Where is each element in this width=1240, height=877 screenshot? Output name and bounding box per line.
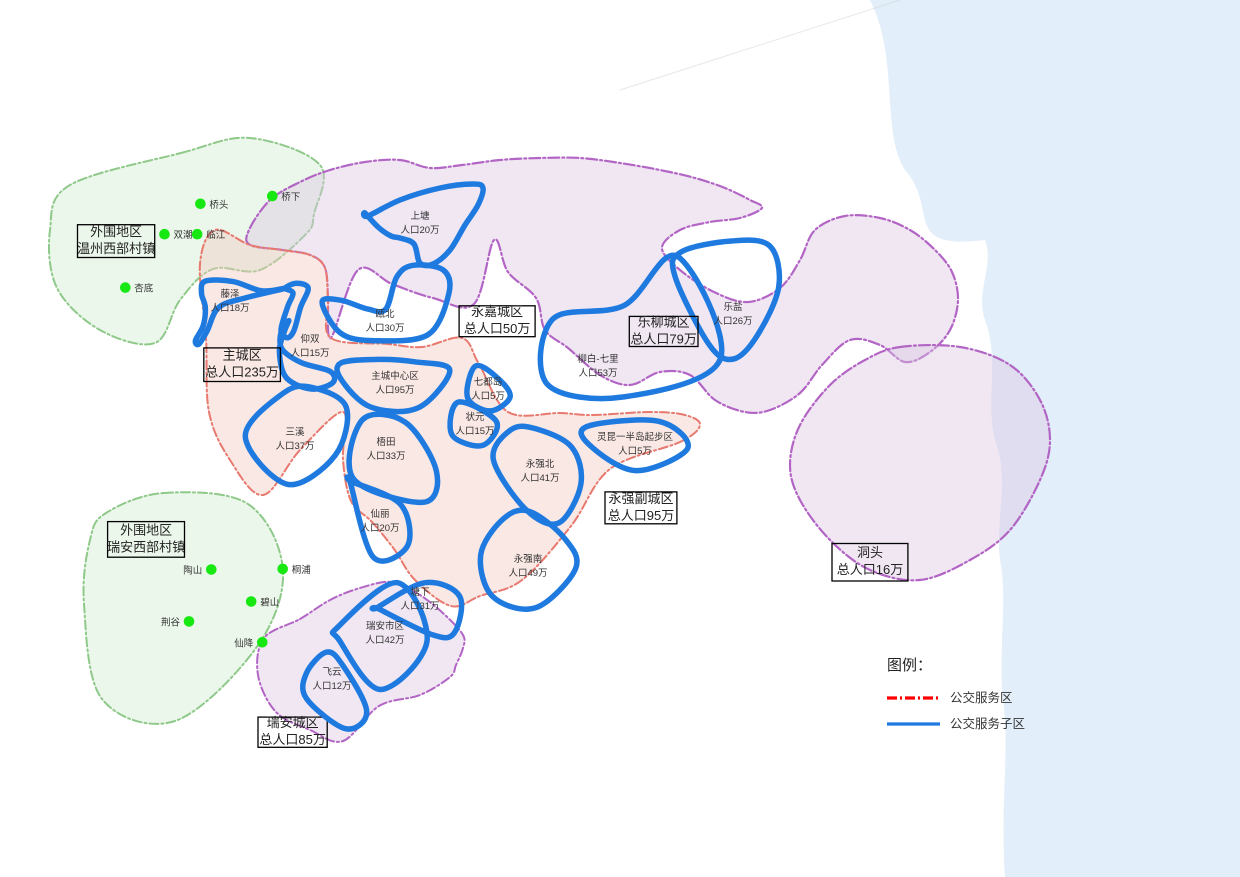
svg-text:人口37万: 人口37万 [275, 441, 314, 452]
svg-text:瑞安市区: 瑞安市区 [366, 620, 405, 632]
svg-text:桐浦: 桐浦 [292, 564, 312, 576]
svg-text:杏底: 杏底 [134, 283, 154, 295]
svg-text:瓯北: 瓯北 [375, 309, 395, 320]
svg-text:主城区: 主城区 [223, 348, 262, 363]
svg-text:人口30万: 人口30万 [365, 323, 404, 334]
svg-text:状元: 状元 [465, 411, 485, 423]
svg-text:洞头: 洞头 [857, 545, 883, 560]
svg-text:七都岛: 七都岛 [474, 376, 503, 388]
svg-text:温州西部村镇: 温州西部村镇 [77, 241, 155, 256]
svg-text:碧山: 碧山 [260, 597, 279, 609]
svg-text:上塘: 上塘 [410, 210, 430, 222]
svg-text:三溪: 三溪 [285, 426, 305, 438]
svg-text:人口5万: 人口5万 [618, 446, 652, 457]
svg-text:总人口50万: 总人口50万 [464, 321, 530, 336]
svg-text:永嘉城区: 永嘉城区 [471, 304, 523, 319]
svg-text:永强北: 永强北 [526, 458, 555, 470]
svg-text:人口12万: 人口12万 [312, 681, 351, 692]
svg-text:双潮: 双潮 [174, 229, 193, 241]
svg-text:外围地区: 外围地区 [120, 522, 172, 537]
svg-text:人口33万: 人口33万 [366, 451, 405, 462]
svg-text:仰双: 仰双 [300, 333, 320, 345]
svg-text:图例：: 图例： [887, 657, 932, 674]
svg-text:人口18万: 人口18万 [210, 303, 249, 314]
svg-text:灵昆一半岛起步区: 灵昆一半岛起步区 [597, 431, 674, 443]
svg-text:永强南: 永强南 [514, 553, 543, 565]
svg-text:人口31万: 人口31万 [400, 601, 439, 612]
svg-text:人口26万: 人口26万 [713, 316, 752, 327]
svg-text:柳白-七里: 柳白-七里 [577, 353, 618, 365]
svg-text:人口42万: 人口42万 [365, 635, 404, 646]
svg-text:外围地区: 外围地区 [90, 224, 142, 239]
svg-text:人口53万: 人口53万 [578, 368, 617, 379]
svg-text:总人口95万: 总人口95万 [608, 508, 674, 523]
svg-text:荆谷: 荆谷 [161, 616, 181, 628]
svg-text:人口20万: 人口20万 [360, 523, 399, 534]
svg-text:人口15万: 人口15万 [455, 426, 494, 437]
svg-text:陶山: 陶山 [183, 565, 202, 577]
svg-text:人口49万: 人口49万 [508, 568, 547, 579]
svg-text:人口5万: 人口5万 [471, 391, 505, 402]
svg-text:藤泽: 藤泽 [220, 288, 240, 300]
svg-text:桥头: 桥头 [209, 199, 228, 211]
svg-text:梧田: 梧田 [376, 436, 395, 448]
svg-text:总人口16万: 总人口16万 [837, 562, 903, 577]
svg-text:仙降: 仙降 [234, 637, 254, 649]
svg-text:桥下: 桥下 [281, 191, 300, 203]
svg-text:总人口235万: 总人口235万 [205, 365, 279, 380]
svg-text:人口20万: 人口20万 [400, 225, 439, 236]
svg-text:乐盐: 乐盐 [723, 301, 743, 313]
svg-text:塘下: 塘下 [410, 586, 429, 598]
svg-text:公交服务区: 公交服务区 [950, 690, 1013, 705]
svg-text:瑞安城区: 瑞安城区 [267, 715, 319, 730]
svg-text:乐柳城区: 乐柳城区 [638, 314, 690, 329]
svg-text:总人口79万: 总人口79万 [630, 331, 696, 346]
svg-text:临江: 临江 [206, 229, 226, 241]
svg-text:主城中心区: 主城中心区 [371, 370, 419, 382]
svg-text:瑞安西部村镇: 瑞安西部村镇 [107, 539, 185, 554]
svg-text:公交服务子区: 公交服务子区 [950, 716, 1025, 731]
svg-text:总人口85万: 总人口85万 [259, 732, 325, 747]
svg-text:永强副城区: 永强副城区 [608, 491, 673, 506]
svg-text:飞云: 飞云 [322, 667, 341, 678]
svg-text:人口15万: 人口15万 [290, 348, 329, 359]
svg-text:人口41万: 人口41万 [520, 473, 559, 484]
svg-text:人口95万: 人口95万 [375, 385, 414, 396]
svg-text:仙丽: 仙丽 [370, 508, 389, 520]
